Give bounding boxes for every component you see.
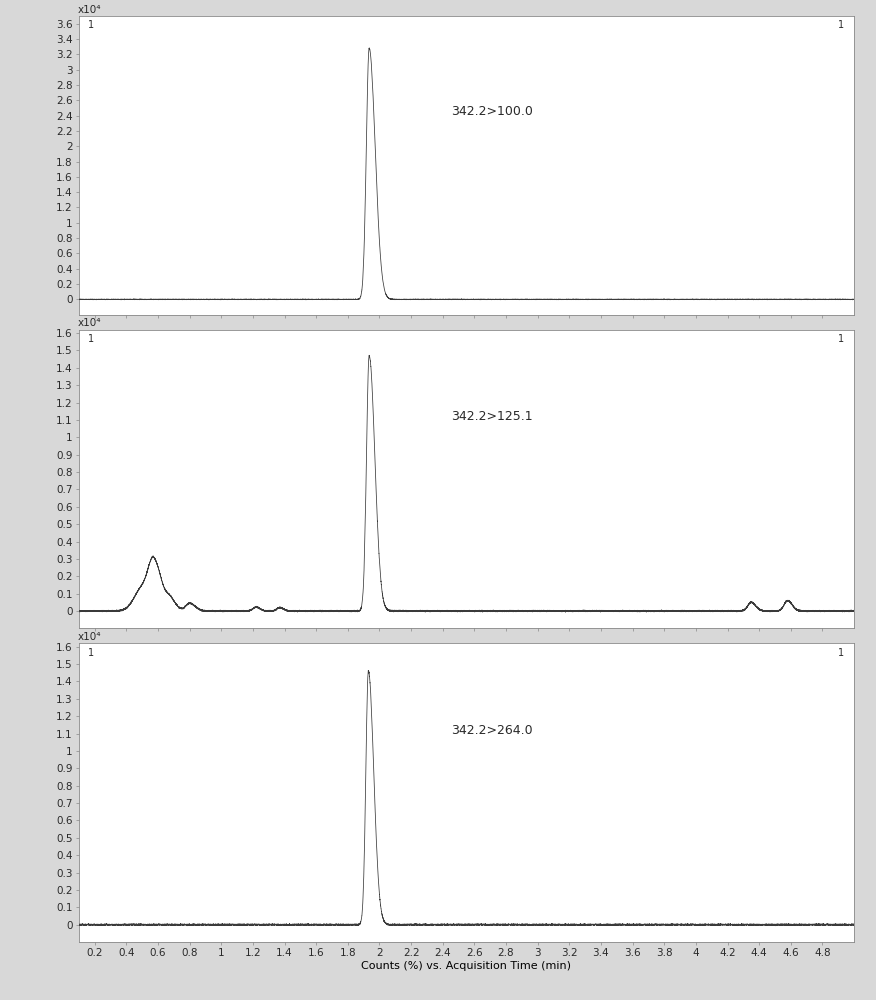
Text: 342.2>100.0: 342.2>100.0 xyxy=(450,105,533,118)
Text: 1: 1 xyxy=(838,20,844,30)
Text: 1: 1 xyxy=(838,648,844,658)
Text: x10⁴: x10⁴ xyxy=(78,5,102,15)
Text: 342.2>264.0: 342.2>264.0 xyxy=(450,724,533,737)
Text: 342.2>125.1: 342.2>125.1 xyxy=(450,410,533,423)
Text: 1: 1 xyxy=(88,20,95,30)
Text: 1: 1 xyxy=(838,334,844,344)
X-axis label: Counts (%) vs. Acquisition Time (min): Counts (%) vs. Acquisition Time (min) xyxy=(362,961,571,971)
Text: x10⁴: x10⁴ xyxy=(78,318,102,328)
Text: 1: 1 xyxy=(88,648,95,658)
Text: x10⁴: x10⁴ xyxy=(78,632,102,642)
Text: 1: 1 xyxy=(88,334,95,344)
